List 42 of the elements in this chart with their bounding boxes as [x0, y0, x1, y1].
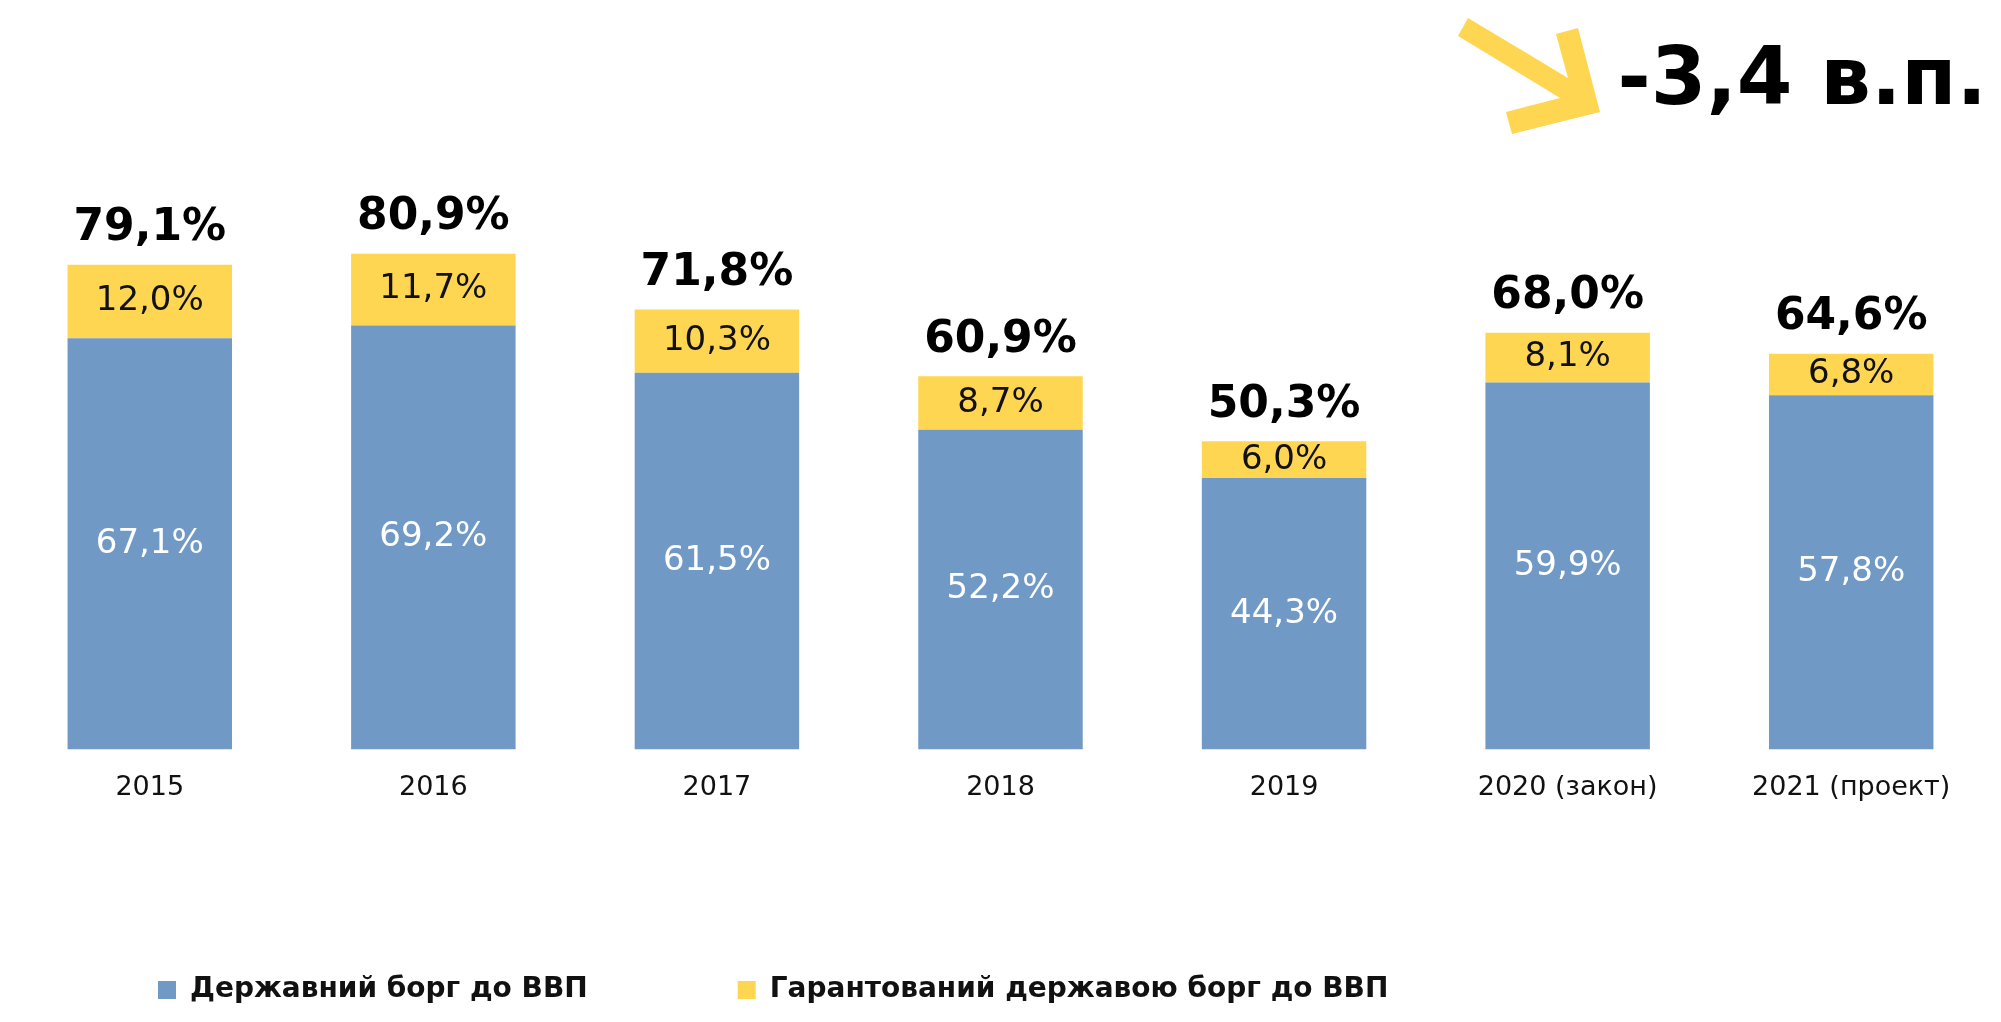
bar	[634, 372, 800, 750]
total-label: 80,9%	[357, 188, 510, 240]
bar	[351, 253, 516, 326]
bar	[67, 264, 233, 339]
total-label: 60,9%	[924, 310, 1077, 362]
data-label: 44,3%	[1230, 590, 1339, 631]
data-label: 57,8%	[1797, 549, 1906, 590]
x-tick-label: 2018	[966, 769, 1035, 801]
total-label: 68,0%	[1491, 267, 1644, 319]
total-label: 71,8%	[640, 243, 794, 295]
bar	[1201, 478, 1367, 750]
legend-label: Гарантований державою борг до ВВП	[769, 971, 1389, 1005]
data-label: 8,7%	[957, 379, 1044, 420]
data-label: 59,9%	[1513, 542, 1622, 583]
data-label: 52,2%	[946, 566, 1055, 607]
data-label: 6,0%	[1240, 436, 1328, 477]
data-label: 10,3%	[662, 317, 771, 358]
x-tick-label: 2019	[1249, 769, 1319, 801]
x-tick-label: 2015	[115, 769, 185, 801]
bar	[351, 325, 516, 750]
bar	[918, 429, 1083, 750]
legend-label: Державний борг до ВВП	[190, 971, 588, 1005]
bar	[634, 309, 800, 373]
data-label: 8,1%	[1524, 334, 1611, 375]
data-label: 6,8%	[1808, 351, 1895, 392]
total-label: 79,1%	[73, 199, 227, 251]
x-tick-label: 2016	[399, 769, 468, 801]
total-label: 64,6%	[1774, 288, 1928, 340]
bar	[67, 338, 233, 750]
data-label: 11,7%	[379, 266, 488, 307]
data-label: 67,1%	[95, 520, 204, 561]
x-tick-label: 2021 (проект)	[1752, 769, 1951, 801]
bar	[918, 376, 1083, 430]
data-label: 12,0%	[95, 278, 204, 319]
bar	[1485, 382, 1650, 750]
data-label: 69,2%	[379, 514, 488, 555]
total-label: 50,3%	[1207, 375, 1361, 427]
x-tick-label: 2017	[682, 769, 752, 801]
x-tick-label: 2020 (закон)	[1477, 769, 1658, 801]
data-label: 61,5%	[662, 537, 771, 578]
bar	[1768, 395, 1934, 750]
text: -3,4 в.п.	[1617, 30, 1987, 123]
